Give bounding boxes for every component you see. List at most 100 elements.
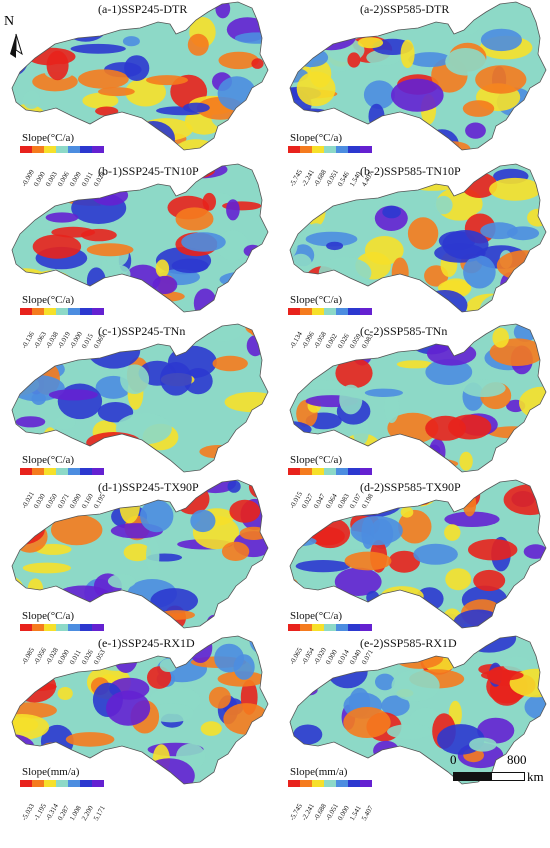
legend-title: Slope(mm/a) xyxy=(22,766,79,778)
legend-swatch xyxy=(360,468,372,475)
color-legend xyxy=(20,780,104,787)
legend-swatch xyxy=(348,468,360,475)
legend-swatch xyxy=(288,624,300,631)
legend-swatch xyxy=(300,308,312,315)
legend-swatch xyxy=(312,624,324,631)
legend-swatch xyxy=(56,468,68,475)
legend-swatch xyxy=(288,780,300,787)
panel-title: (c-2)SSP585-TNn xyxy=(360,324,447,339)
scale-zero-label: 0 xyxy=(450,752,457,768)
legend-swatch xyxy=(56,308,68,315)
legend-swatch xyxy=(312,780,324,787)
legend-swatch xyxy=(312,468,324,475)
color-legend xyxy=(288,468,372,475)
color-legend xyxy=(288,624,372,631)
legend-swatch xyxy=(336,624,348,631)
color-legend xyxy=(288,780,372,787)
panel-title: (b-2)SSP585-TN10P xyxy=(360,164,461,179)
legend-swatch xyxy=(68,624,80,631)
legend-swatch xyxy=(20,468,32,475)
legend-swatch xyxy=(360,780,372,787)
color-legend xyxy=(20,468,104,475)
panel-title: (a-1)SSP245-DTR xyxy=(98,2,187,17)
legend-swatch xyxy=(324,624,336,631)
panel-title: (e-1)SSP245-RX1D xyxy=(98,636,195,651)
legend-swatch xyxy=(312,308,324,315)
legend-swatch xyxy=(44,468,56,475)
legend-swatch xyxy=(32,468,44,475)
legend-swatch xyxy=(92,780,104,787)
panel-title: (d-1)SSP245-TX90P xyxy=(98,480,199,495)
legend-swatch xyxy=(92,146,104,153)
legend-swatch xyxy=(336,780,348,787)
legend-swatch xyxy=(32,624,44,631)
legend-swatch xyxy=(56,624,68,631)
panel-title: (b-1)SSP245-TN10P xyxy=(98,164,199,179)
legend-swatch xyxy=(44,308,56,315)
legend-swatch xyxy=(32,780,44,787)
legend-swatch xyxy=(56,780,68,787)
legend-tick-label: 1.008 xyxy=(68,804,83,822)
legend-swatch xyxy=(336,308,348,315)
legend-swatch xyxy=(348,780,360,787)
legend-swatch xyxy=(68,468,80,475)
scale-max-label: 800 xyxy=(507,752,527,768)
legend-title: Slope(°C/a) xyxy=(22,454,74,466)
legend-swatch xyxy=(324,780,336,787)
legend-swatch xyxy=(20,624,32,631)
legend-tick-label: 5.171 xyxy=(92,804,107,822)
legend-title: Slope(°C/a) xyxy=(22,294,74,306)
legend-title: Slope(°C/a) xyxy=(22,610,74,622)
legend-swatch xyxy=(68,780,80,787)
legend-swatch xyxy=(300,624,312,631)
legend-swatch xyxy=(92,624,104,631)
color-legend xyxy=(20,146,104,153)
legend-swatch xyxy=(336,146,348,153)
legend-swatch xyxy=(360,146,372,153)
color-legend xyxy=(288,308,372,315)
legend-swatch xyxy=(92,468,104,475)
legend-swatch xyxy=(20,146,32,153)
legend-swatch xyxy=(68,308,80,315)
color-legend xyxy=(288,146,372,153)
color-legend xyxy=(20,308,104,315)
legend-swatch xyxy=(348,308,360,315)
legend-swatch xyxy=(312,146,324,153)
legend-swatch xyxy=(288,146,300,153)
legend-swatch xyxy=(68,146,80,153)
scale-bar: 0 800 km xyxy=(437,752,549,788)
legend-title: Slope(°C/a) xyxy=(290,610,342,622)
legend-swatch xyxy=(44,780,56,787)
panel-title: (c-1)SSP245-TNn xyxy=(98,324,185,339)
color-legend xyxy=(20,624,104,631)
panel-title: (a-2)SSP585-DTR xyxy=(360,2,449,17)
legend-swatch xyxy=(32,146,44,153)
legend-swatch xyxy=(348,146,360,153)
legend-swatch xyxy=(20,780,32,787)
legend-swatch xyxy=(324,468,336,475)
legend-swatch xyxy=(80,780,92,787)
legend-swatch xyxy=(324,308,336,315)
legend-tick-label: 1.541 xyxy=(348,804,363,822)
legend-title: Slope(°C/a) xyxy=(22,132,74,144)
legend-swatch xyxy=(44,146,56,153)
legend-swatch xyxy=(336,468,348,475)
legend-swatch xyxy=(80,468,92,475)
legend-swatch xyxy=(32,308,44,315)
legend-title: Slope(°C/a) xyxy=(290,132,342,144)
legend-swatch xyxy=(360,624,372,631)
scale-unit-label: km xyxy=(527,769,544,785)
legend-swatch xyxy=(300,468,312,475)
legend-swatch xyxy=(348,624,360,631)
legend-swatch xyxy=(80,308,92,315)
legend-swatch xyxy=(20,308,32,315)
legend-tick-label: 5.407 xyxy=(360,804,375,822)
legend-swatch xyxy=(80,146,92,153)
